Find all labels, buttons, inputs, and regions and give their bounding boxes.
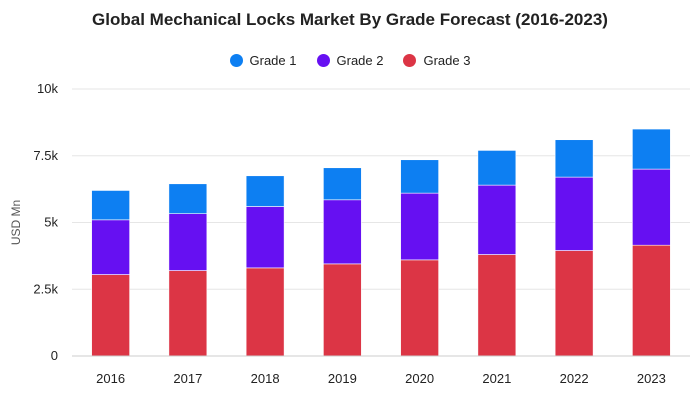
bar-grade-1-2020[interactable] <box>400 159 439 194</box>
bar-grade-1-2016[interactable] <box>91 190 130 221</box>
bar-grade-3-2022[interactable] <box>554 250 594 357</box>
y-tick-label: 2.5k <box>33 281 58 296</box>
legend-swatch-grade-1 <box>229 54 243 67</box>
y-tick-label: 0 <box>51 348 58 363</box>
x-tick-label: 2023 <box>637 371 666 386</box>
bar-stacks <box>91 128 671 357</box>
x-tick-label: 2017 <box>173 371 202 386</box>
bar-grade-3-2018[interactable] <box>245 267 285 357</box>
legend-swatch-grade-3 <box>403 54 417 67</box>
bar-grade-1-2017[interactable] <box>168 183 208 214</box>
chart-legend: Grade 1 Grade 2 Grade 3 <box>0 53 700 68</box>
bar-grade-3-2019[interactable] <box>323 263 362 357</box>
bar-grade-3-2020[interactable] <box>400 259 439 357</box>
x-tick-label: 2022 <box>560 371 589 386</box>
gridlines <box>72 88 690 290</box>
y-tick-label: 10k <box>37 81 58 96</box>
bar-grade-2-2017[interactable] <box>168 213 208 271</box>
bar-grade-1-2022[interactable] <box>554 139 594 178</box>
bar-grade-2-2020[interactable] <box>400 192 439 261</box>
bar-grade-2-2018[interactable] <box>245 206 285 269</box>
bar-grade-2-2022[interactable] <box>554 176 594 251</box>
bar-grade-3-2017[interactable] <box>168 270 208 357</box>
legend-item-grade-1[interactable]: Grade 1 <box>229 53 297 68</box>
x-tick-label: 2021 <box>482 371 511 386</box>
x-tick-label: 2018 <box>251 371 280 386</box>
legend-label-grade-1: Grade 1 <box>249 53 297 68</box>
bar-grade-1-2019[interactable] <box>323 167 362 201</box>
y-axis-label: USD Mn <box>9 200 23 245</box>
bar-grade-1-2021[interactable] <box>477 150 517 186</box>
bar-grade-2-2023[interactable] <box>632 168 671 246</box>
bar-grade-2-2021[interactable] <box>477 184 517 255</box>
y-axis-ticks: 0 2.5k 5k 7.5k 10k <box>33 81 58 363</box>
chart-title: Global Mechanical Locks Market By Grade … <box>92 10 608 29</box>
x-tick-label: 2020 <box>405 371 434 386</box>
legend-swatch-grade-2 <box>316 54 330 67</box>
y-tick-label: 7.5k <box>33 148 58 163</box>
x-tick-label: 2016 <box>96 371 125 386</box>
x-axis-ticks: 2016 2017 2018 2019 2020 2021 2022 2023 <box>96 371 666 386</box>
bar-grade-1-2018[interactable] <box>245 175 285 207</box>
x-tick-label: 2019 <box>328 371 357 386</box>
bar-grade-3-2021[interactable] <box>477 254 517 357</box>
y-tick-label: 5k <box>44 215 58 230</box>
bar-grade-2-2019[interactable] <box>323 199 362 265</box>
legend-item-grade-3[interactable]: Grade 3 <box>403 53 470 68</box>
bar-grade-1-2023[interactable] <box>632 128 671 170</box>
bar-grade-2-2016[interactable] <box>91 219 130 275</box>
bar-grade-3-2016[interactable] <box>91 274 130 357</box>
legend-label-grade-2: Grade 2 <box>336 53 384 68</box>
bar-grade-3-2023[interactable] <box>632 244 671 357</box>
legend-label-grade-3: Grade 3 <box>423 53 471 68</box>
legend-item-grade-2[interactable]: Grade 2 <box>316 53 384 68</box>
